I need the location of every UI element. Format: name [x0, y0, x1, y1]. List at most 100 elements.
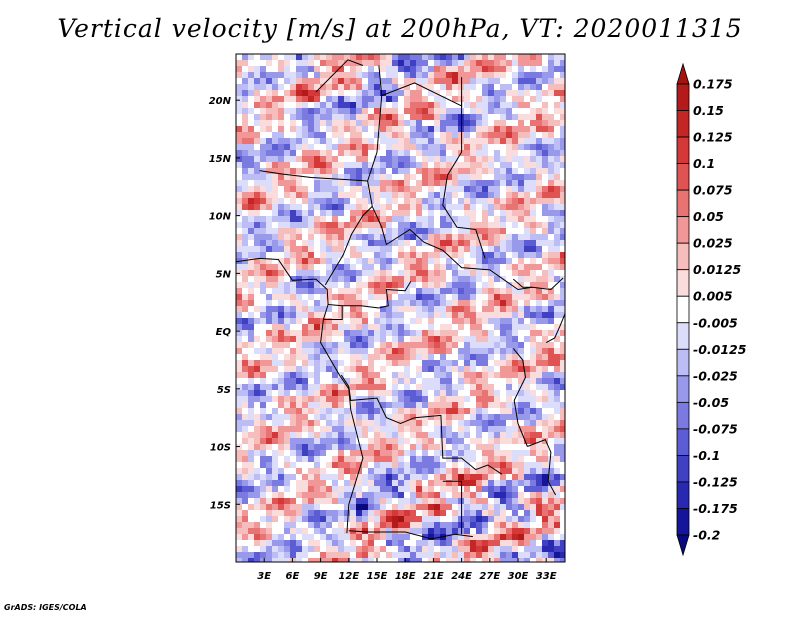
field-cell [446, 510, 453, 517]
field-cell [536, 540, 543, 547]
field-cell [440, 390, 447, 397]
field-cell [524, 186, 531, 193]
field-cell [524, 360, 531, 367]
field-cell [398, 210, 405, 217]
field-cell [392, 546, 399, 553]
field-cell [338, 234, 345, 241]
field-cell [344, 402, 351, 409]
border-line [324, 206, 373, 286]
field-cell [542, 156, 549, 163]
field-cell [362, 180, 369, 187]
field-cell [386, 438, 393, 445]
field-cell [344, 282, 351, 289]
field-cell [464, 264, 471, 271]
field-cell [362, 264, 369, 271]
field-cell [320, 432, 327, 439]
field-cell [482, 348, 489, 355]
field-cell [410, 414, 417, 421]
field-cell [434, 480, 441, 487]
field-cell [560, 192, 565, 199]
field-cell [254, 84, 261, 91]
field-cell [440, 192, 447, 199]
field-cell [356, 510, 363, 517]
field-cell [248, 426, 255, 433]
field-cell [446, 54, 453, 61]
field-cell [356, 138, 363, 145]
field-cell [476, 162, 483, 169]
field-cell [362, 240, 369, 247]
field-cell [560, 402, 565, 409]
field-cell [368, 246, 375, 253]
field-cell [302, 258, 309, 265]
field-cell [236, 240, 243, 247]
field-cell [320, 204, 327, 211]
field-cell [296, 408, 303, 415]
field-cell [554, 180, 561, 187]
field-cell [512, 186, 519, 193]
field-cell [266, 444, 273, 451]
field-cell [404, 114, 411, 121]
field-cell [284, 222, 291, 229]
field-cell [248, 276, 255, 283]
field-cell [416, 306, 423, 313]
field-cell [284, 264, 291, 271]
field-cell [248, 474, 255, 481]
field-cell [428, 510, 435, 517]
field-cell [500, 324, 507, 331]
field-cell [560, 384, 565, 391]
field-cell [500, 390, 507, 397]
field-cell [266, 102, 273, 109]
field-cell [410, 204, 417, 211]
field-cell [464, 150, 471, 157]
field-cell [512, 312, 519, 319]
field-cell [452, 510, 459, 517]
field-cell [506, 450, 513, 457]
field-cell [482, 390, 489, 397]
field-cell [464, 558, 471, 562]
field-cell [494, 486, 501, 493]
field-cell [260, 492, 267, 499]
field-cell [284, 492, 291, 499]
field-cell [260, 348, 267, 355]
field-cell [344, 492, 351, 499]
field-cell [302, 90, 309, 97]
field-cell [254, 534, 261, 541]
field-cell [350, 150, 357, 157]
field-cell [374, 246, 381, 253]
field-cell [410, 456, 417, 463]
field-cell [266, 210, 273, 217]
field-cell [530, 408, 537, 415]
field-cell [506, 252, 513, 259]
field-cell [458, 186, 465, 193]
field-cell [452, 378, 459, 385]
field-cell [464, 408, 471, 415]
field-cell [248, 288, 255, 295]
field-cell [536, 240, 543, 247]
field-cell [530, 270, 537, 277]
field-cell [560, 312, 565, 319]
field-cell [236, 156, 243, 163]
field-cell [494, 54, 501, 61]
field-cell [338, 402, 345, 409]
field-cell [518, 456, 525, 463]
field-cell [362, 186, 369, 193]
field-cell [482, 96, 489, 103]
field-cell [440, 522, 447, 529]
field-cell [452, 246, 459, 253]
field-cell [446, 432, 453, 439]
field-cell [248, 222, 255, 229]
field-cell [560, 102, 565, 109]
field-cell [272, 420, 279, 427]
field-cell [308, 348, 315, 355]
field-cell [332, 492, 339, 499]
field-cell [344, 450, 351, 457]
field-cell [488, 276, 495, 283]
field-cell [476, 246, 483, 253]
field-cell [464, 54, 471, 61]
field-cell [446, 330, 453, 337]
field-cell [260, 204, 267, 211]
field-cell [338, 102, 345, 109]
field-cell [236, 546, 243, 553]
field-cell [482, 318, 489, 325]
field-cell [368, 102, 375, 109]
